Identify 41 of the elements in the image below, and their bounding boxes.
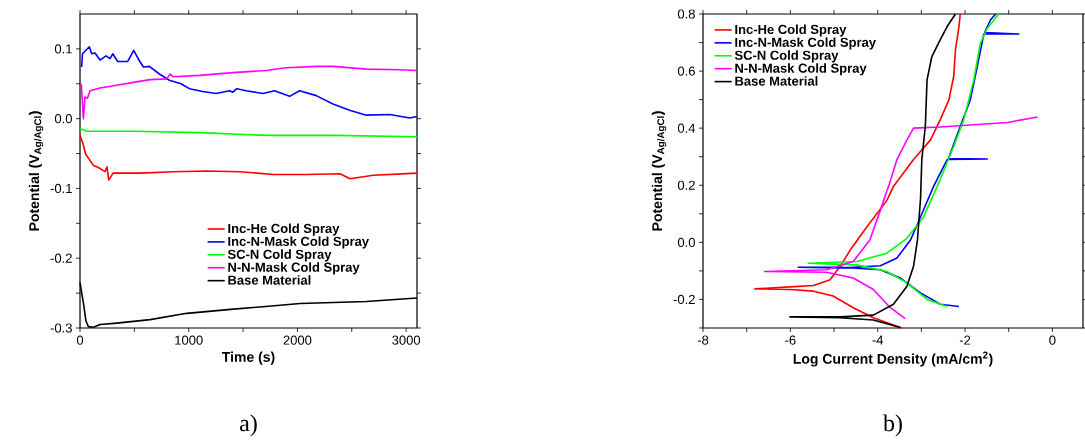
x-tick-label: 3000 [392,335,421,345]
y-tick-label: -0.3 [50,323,72,333]
legend-label: SC-N Cold Spray [734,50,839,63]
line-series [763,116,1039,320]
legend-label: N-N-Mask Cold Spray [735,63,867,76]
x-tick-label: 0 [76,335,84,345]
y-tick-label: 0.6 [677,66,695,76]
x-tick-label: 1000 [175,335,203,345]
y-tick-label: -0.1 [50,183,72,194]
y-tick-label: -0.2 [50,253,72,263]
legend-label: Base Material [228,275,311,285]
legend-label: Inc-He Cold Spray [735,24,847,37]
line-series [80,45,418,119]
y-tick-label: 0.0 [677,237,695,247]
legend-label: Inc-N-Mask Cold Spray [735,37,876,50]
legend-label: SC-N Cold Spray [227,249,332,262]
text: a) [240,414,257,437]
y-tick-label: 0.1 [54,44,72,54]
y-axis-title: Potential (V$_{Ag/AgCl}$) [28,111,44,231]
x-tick-label: -6 [785,335,796,345]
y-axis-title: Potential (V$_{Ag/AgCl}$) [651,111,667,231]
x-tick-label: -8 [697,335,709,345]
text: b) [883,414,902,437]
x-axis-title: Time (s) [221,351,275,365]
y-tick-label: -0.2 [673,294,695,305]
line-series [79,127,418,138]
y-tick-label: 0.8 [677,9,695,19]
x-axis-title: Log Current Density (mA/cm$^{2}$) [793,351,993,367]
line-series [80,65,418,120]
y-tick-label: 0.0 [54,114,72,124]
x-tick-label: -2 [959,335,971,345]
legend-label: N-N-Mask Cold Spray [228,262,360,275]
legend-label: Inc-N-Mask Cold Spray [228,236,369,249]
line-series [79,134,418,181]
legend-label: Inc-He Cold Spray [228,223,340,236]
x-tick-label: -4 [872,335,884,345]
y-tick-label: 0.2 [677,180,695,190]
y-tick-label: 0.4 [677,123,696,133]
x-tick-label: 2000 [283,335,312,345]
legend-label: Base Material [735,76,818,86]
x-tick-label: 0 [1049,335,1056,345]
